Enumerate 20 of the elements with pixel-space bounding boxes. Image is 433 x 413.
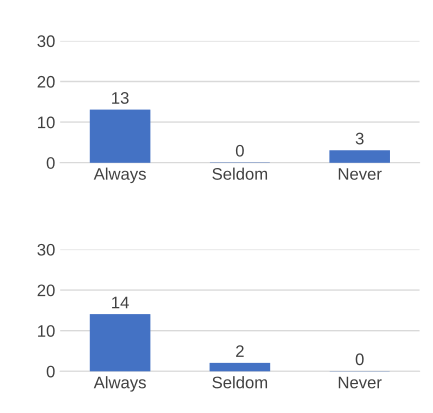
y-tick-label: 10 (38, 116, 55, 128)
x-tick-label: Always (94, 168, 146, 184)
y-tick-label: 30 (37, 244, 55, 256)
data-label: 2 (236, 345, 244, 357)
x-tick-label: Never (338, 376, 382, 388)
y-tick-label: 10 (38, 325, 55, 337)
data-label: 3 (356, 132, 364, 144)
x-tick-label: Always (94, 376, 146, 392)
data-label: 14 (112, 296, 129, 308)
y-tick-label: 20 (38, 76, 55, 88)
x-tick-label: Seldom (212, 168, 268, 180)
y-tick-label: 0 (46, 366, 55, 378)
y-tick-label: 0 (46, 157, 55, 169)
data-label: 13 (112, 92, 129, 104)
y-tick-label: 20 (38, 284, 55, 296)
data-label: 0 (356, 353, 364, 366)
x-tick-label: Never (338, 168, 382, 180)
data-label: 0 (236, 144, 244, 157)
y-tick-label: 30 (37, 35, 55, 48)
x-tick-label: Seldom (212, 376, 268, 388)
